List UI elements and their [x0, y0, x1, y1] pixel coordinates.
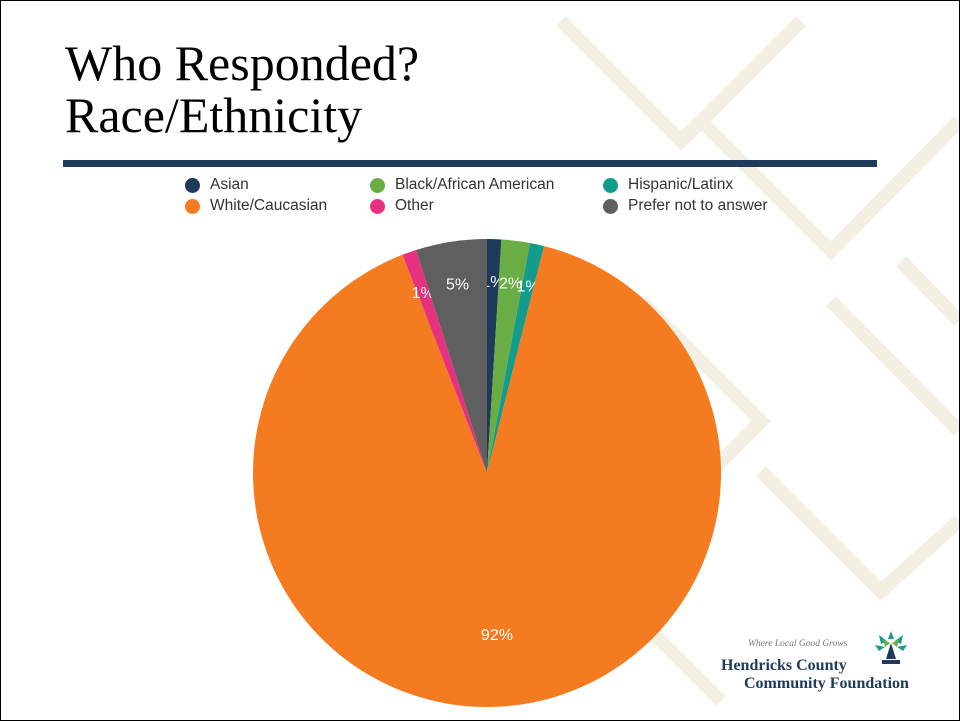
- data-label-black-african-american: 2%: [499, 276, 522, 293]
- legend-label: Prefer not to answer: [628, 197, 768, 214]
- logo-name-line-2: Community Foundation: [744, 675, 909, 692]
- tree-icon: [875, 631, 907, 664]
- legend-swatch: [370, 177, 385, 193]
- legend-item-prefer-not-to-answer: Prefer not to answer: [603, 197, 825, 215]
- legend-swatch: [185, 177, 200, 193]
- legend-item-white-caucasian: White/Caucasian: [185, 197, 370, 215]
- legend-label: Black/African American: [395, 176, 555, 193]
- legend-swatch: [370, 198, 385, 214]
- data-label-white-caucasian: 92%: [481, 627, 513, 644]
- legend-swatch: [603, 198, 618, 214]
- legend-swatch: [603, 177, 618, 193]
- logo-name-line-1: Hendricks County: [721, 657, 847, 674]
- legend-label: White/Caucasian: [210, 197, 328, 214]
- title-line-1: Who Responded?: [65, 35, 420, 91]
- data-label-prefer-not-to-answer: 5%: [446, 276, 469, 293]
- logo-tagline: Where Local Good Grows: [748, 639, 848, 649]
- pie-slice-hispanic-latinx: [487, 242, 545, 473]
- title-line-2: Race/Ethnicity: [65, 87, 363, 143]
- page-title: Who Responded? Race/Ethnicity: [65, 37, 419, 141]
- pie-slice-prefer-not-to-answer: [416, 239, 487, 473]
- pie-slice-asian: [487, 239, 502, 473]
- legend-label: Hispanic/Latinx: [628, 176, 734, 193]
- legend-label: Other: [395, 197, 434, 214]
- title-rule: [63, 160, 877, 167]
- legend-item-hispanic-latinx: Hispanic/Latinx: [603, 176, 825, 194]
- chart-legend: Asian Black/African American Hispanic/Lati…: [185, 176, 825, 215]
- logo: Where Local Good Grows Hendricks County …: [721, 629, 941, 699]
- legend-item-asian: Asian: [185, 176, 370, 194]
- legend-swatch: [185, 198, 200, 214]
- legend-label: Asian: [210, 176, 249, 193]
- pie-slice-black-african-american: [487, 239, 530, 473]
- legend-item-other: Other: [370, 197, 603, 215]
- pie-slice-white-caucasian: [252, 246, 721, 708]
- pie-slice-other: [402, 250, 487, 473]
- legend-item-black-african-american: Black/African American: [370, 176, 603, 194]
